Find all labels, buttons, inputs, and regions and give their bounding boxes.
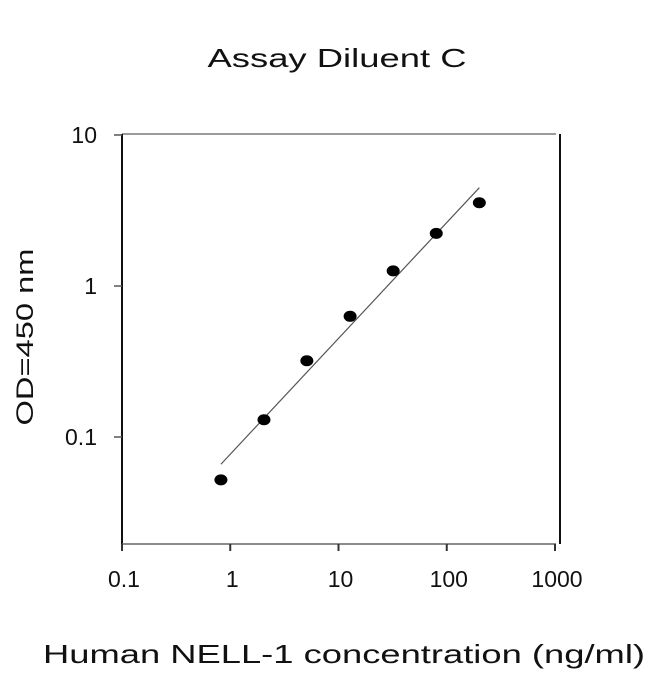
data-point bbox=[472, 197, 486, 209]
data-point bbox=[214, 474, 228, 486]
plot-frame bbox=[121, 133, 561, 545]
x-tick-label: 1000 bbox=[531, 566, 582, 592]
y-tick-label: 1 bbox=[84, 273, 97, 299]
x-tick-label: 1 bbox=[226, 566, 239, 592]
x-tick-label: 10 bbox=[328, 566, 354, 592]
data-point bbox=[429, 227, 443, 239]
data-point bbox=[257, 414, 271, 426]
x-tick-label: 100 bbox=[430, 566, 468, 592]
data-points bbox=[214, 197, 486, 486]
data-point bbox=[343, 310, 357, 322]
x-tick-label: 0.1 bbox=[108, 566, 140, 592]
data-point bbox=[300, 355, 314, 367]
y-axis-ticks: 0.1 1 10 bbox=[65, 122, 122, 450]
y-axis-label: OD=450 nm bbox=[12, 249, 39, 426]
x-axis-ticks: 0.1 1 10 100 1000 bbox=[108, 544, 583, 592]
data-point bbox=[386, 265, 400, 277]
y-tick-label: 10 bbox=[71, 122, 97, 148]
chart-title: Assay Diluent C bbox=[208, 43, 467, 73]
x-axis-label: Human NELL-1 concentration (ng/ml) bbox=[43, 639, 645, 669]
y-tick-label: 0.1 bbox=[65, 424, 97, 450]
